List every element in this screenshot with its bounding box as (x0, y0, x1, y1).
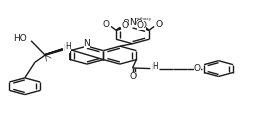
Text: O: O (155, 20, 162, 29)
Text: O: O (136, 21, 143, 30)
Text: N: N (150, 64, 157, 73)
Text: N: N (83, 39, 90, 48)
Text: O: O (121, 21, 128, 30)
Text: O: O (193, 64, 200, 73)
Text: O: O (139, 21, 146, 30)
Text: O: O (129, 72, 136, 81)
Text: O: O (103, 20, 109, 29)
Text: H: H (65, 42, 71, 51)
Text: O: O (155, 20, 162, 29)
Text: O: O (103, 20, 109, 29)
Text: H: H (152, 62, 158, 71)
Text: N: N (63, 44, 70, 53)
Text: methoxy: methoxy (133, 17, 151, 21)
Text: N: N (129, 18, 135, 27)
Text: HO: HO (13, 34, 26, 43)
Text: O: O (135, 19, 142, 28)
Text: O: O (193, 64, 200, 73)
Text: N: N (150, 64, 157, 73)
Text: O: O (129, 72, 136, 81)
Text: O: O (122, 19, 129, 28)
Text: HO: HO (13, 34, 26, 43)
Text: H: H (65, 42, 71, 51)
Text: N: N (63, 44, 70, 53)
Text: N: N (83, 39, 90, 48)
Text: H: H (152, 62, 158, 71)
Text: N: N (129, 18, 135, 27)
